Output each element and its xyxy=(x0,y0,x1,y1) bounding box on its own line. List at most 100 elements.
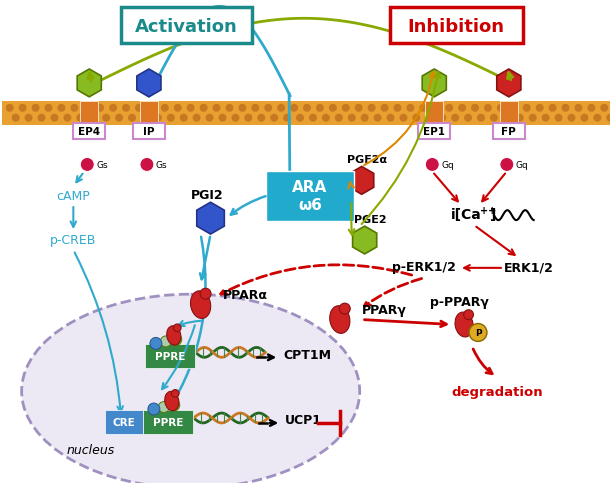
Polygon shape xyxy=(422,69,446,97)
Circle shape xyxy=(135,104,143,112)
Circle shape xyxy=(373,114,381,121)
Text: UCP1: UCP1 xyxy=(285,414,322,427)
Circle shape xyxy=(510,104,518,112)
Circle shape xyxy=(355,104,363,112)
Circle shape xyxy=(536,104,543,112)
Circle shape xyxy=(471,104,479,112)
Text: Gs: Gs xyxy=(96,161,108,170)
Text: Gq: Gq xyxy=(441,161,454,170)
Circle shape xyxy=(542,114,550,121)
Bar xyxy=(425,101,443,122)
Circle shape xyxy=(381,104,389,112)
Circle shape xyxy=(200,104,207,112)
Circle shape xyxy=(516,114,524,121)
Circle shape xyxy=(296,114,304,121)
Circle shape xyxy=(271,114,278,121)
Text: ω6: ω6 xyxy=(298,197,322,212)
Circle shape xyxy=(128,114,136,121)
Circle shape xyxy=(606,114,612,121)
Text: PPRE: PPRE xyxy=(155,352,185,363)
Text: CPT1M: CPT1M xyxy=(283,349,331,362)
Ellipse shape xyxy=(150,337,162,349)
Ellipse shape xyxy=(159,402,170,412)
Text: EP4: EP4 xyxy=(78,127,100,136)
Circle shape xyxy=(148,104,156,112)
Circle shape xyxy=(425,157,439,171)
Circle shape xyxy=(96,104,104,112)
FancyBboxPatch shape xyxy=(143,410,193,434)
Circle shape xyxy=(76,114,84,121)
Text: PPRE: PPRE xyxy=(152,418,183,428)
Circle shape xyxy=(484,104,492,112)
Circle shape xyxy=(432,104,440,112)
Circle shape xyxy=(70,104,78,112)
Circle shape xyxy=(458,104,466,112)
Circle shape xyxy=(115,114,123,121)
Circle shape xyxy=(303,104,311,112)
Circle shape xyxy=(239,104,247,112)
Circle shape xyxy=(594,114,602,121)
Ellipse shape xyxy=(455,312,473,337)
Ellipse shape xyxy=(160,336,171,347)
FancyBboxPatch shape xyxy=(493,122,524,138)
Circle shape xyxy=(580,114,588,121)
Text: PGE2: PGE2 xyxy=(354,215,387,225)
Circle shape xyxy=(503,114,511,121)
Circle shape xyxy=(575,104,583,112)
Circle shape xyxy=(109,104,117,112)
FancyBboxPatch shape xyxy=(266,171,354,221)
FancyBboxPatch shape xyxy=(133,122,165,138)
Ellipse shape xyxy=(168,399,180,411)
Circle shape xyxy=(102,114,110,121)
Bar xyxy=(500,101,518,122)
Text: PGI2: PGI2 xyxy=(192,189,224,202)
Text: PPARα: PPARα xyxy=(223,288,267,302)
Circle shape xyxy=(445,104,453,112)
Circle shape xyxy=(6,104,13,112)
Circle shape xyxy=(588,104,595,112)
Circle shape xyxy=(567,114,575,121)
Circle shape xyxy=(600,104,608,112)
Text: nucleus: nucleus xyxy=(66,444,114,457)
Text: PPARγ: PPARγ xyxy=(362,303,406,317)
Circle shape xyxy=(360,114,368,121)
Text: CRE: CRE xyxy=(113,418,135,428)
Circle shape xyxy=(322,114,330,121)
Circle shape xyxy=(218,114,226,121)
Text: EP1: EP1 xyxy=(424,127,446,136)
Text: ]: ] xyxy=(490,208,496,222)
Circle shape xyxy=(64,114,72,121)
Circle shape xyxy=(368,104,376,112)
FancyBboxPatch shape xyxy=(145,345,195,368)
Circle shape xyxy=(562,104,570,112)
Circle shape xyxy=(529,114,537,121)
Text: Gq: Gq xyxy=(516,161,529,170)
Circle shape xyxy=(167,114,175,121)
Circle shape xyxy=(80,157,94,171)
Circle shape xyxy=(174,104,182,112)
Circle shape xyxy=(122,104,130,112)
Circle shape xyxy=(18,104,26,112)
FancyBboxPatch shape xyxy=(73,122,105,138)
Circle shape xyxy=(554,114,562,121)
Text: p-ERK1/2: p-ERK1/2 xyxy=(392,261,457,274)
Bar xyxy=(2,101,610,125)
Text: IP: IP xyxy=(143,127,155,136)
Text: Inhibition: Inhibition xyxy=(408,18,505,36)
Circle shape xyxy=(58,104,65,112)
Circle shape xyxy=(469,323,487,341)
Circle shape xyxy=(290,104,298,112)
Circle shape xyxy=(451,114,459,121)
Circle shape xyxy=(206,114,214,121)
Circle shape xyxy=(412,114,420,121)
Circle shape xyxy=(341,104,349,112)
Bar xyxy=(80,101,98,122)
Circle shape xyxy=(464,114,472,121)
Circle shape xyxy=(231,114,239,121)
Ellipse shape xyxy=(165,392,179,411)
Text: p-PPARγ: p-PPARγ xyxy=(430,296,488,309)
Circle shape xyxy=(309,114,317,121)
Polygon shape xyxy=(349,166,374,194)
Circle shape xyxy=(348,114,356,121)
Circle shape xyxy=(180,114,188,121)
